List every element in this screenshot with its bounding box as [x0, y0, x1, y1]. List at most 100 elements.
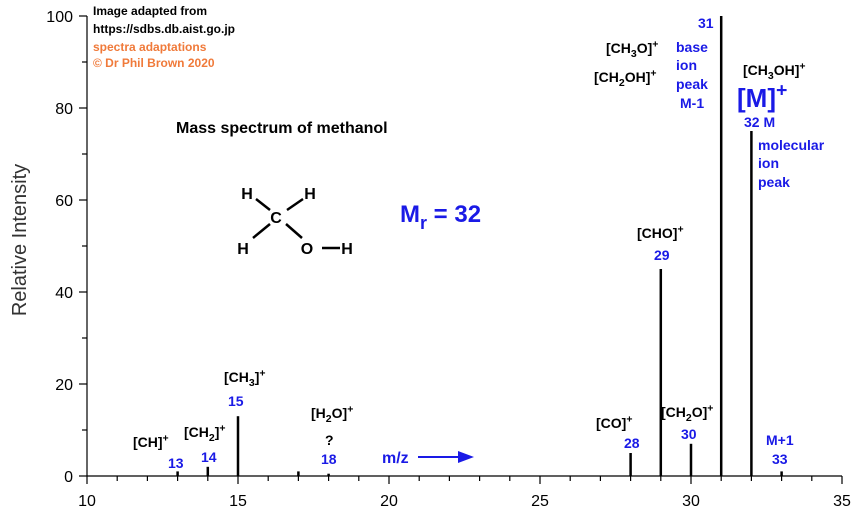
peak: [297, 471, 300, 476]
annotation-run: peak: [758, 174, 790, 190]
y-tick-label: 80: [55, 101, 73, 118]
annotation: [CH2O]+: [661, 402, 713, 424]
annotation-run: OH]: [774, 62, 800, 78]
annotation: https://sdbs.db.aist.go.jp: [93, 22, 235, 36]
annotation-run: +: [347, 403, 353, 415]
peak: [719, 16, 723, 476]
annotation-run: ion: [676, 57, 697, 73]
atom-label: O: [301, 241, 313, 258]
peak: [780, 471, 783, 476]
annotation-run: 32 M: [744, 114, 775, 130]
annotation-run: O]: [692, 404, 708, 420]
annotation: m/z: [382, 450, 409, 467]
atom-label: H: [304, 186, 316, 203]
peak: [689, 443, 693, 476]
annotation: M+1: [766, 432, 794, 448]
annotation: peak: [676, 76, 708, 92]
peak: [176, 471, 179, 476]
annotation: base: [676, 39, 708, 55]
annotation: [CH3OH]+: [743, 60, 806, 82]
annotation: 14: [201, 449, 217, 465]
x-tick-label: 30: [682, 493, 700, 510]
annotation: molecular: [758, 137, 825, 153]
annotation-run: [CHO]: [637, 225, 677, 241]
peak: [629, 453, 632, 476]
peak: [206, 466, 210, 476]
annotation-run: © Dr Phil Brown 2020: [93, 56, 215, 70]
annotation-run: +: [626, 413, 632, 425]
annotation: [CHO]+: [637, 223, 684, 241]
annotation: [M]+: [737, 80, 787, 113]
annotation: M-1: [680, 95, 704, 111]
annotation: 33: [772, 451, 788, 467]
y-axis-label: Relative Intensity: [9, 164, 31, 316]
annotation-run: M-1: [680, 95, 704, 111]
annotation: © Dr Phil Brown 2020: [93, 56, 215, 70]
annotation: Mr = 32: [400, 201, 481, 233]
annotation-run: M+1: [766, 432, 794, 448]
annotation: ion: [758, 155, 779, 171]
annotation: Image adapted from: [93, 4, 207, 18]
annotation-run: r: [420, 213, 427, 233]
annotation: 28: [624, 435, 640, 451]
annotation: [CH]+: [133, 432, 169, 450]
annotation: 18: [321, 451, 337, 467]
annotation-run: molecular: [758, 137, 825, 153]
annotation: [CH2OH]+: [594, 67, 657, 89]
annotation-run: 28: [624, 435, 640, 451]
y-tick-label: 100: [46, 9, 73, 26]
annotation-run: Image adapted from: [93, 4, 207, 18]
annotation-run: = 32: [427, 201, 481, 228]
annotation-run: ]: [255, 369, 260, 385]
annotation-run: base: [676, 39, 708, 55]
x-tick-label: 25: [531, 493, 549, 510]
annotation-run: [CH: [606, 40, 631, 56]
annotation-run: 31: [698, 15, 714, 31]
annotation-run: ]: [215, 424, 220, 440]
annotation-run: +: [677, 223, 683, 235]
annotation: [CO]+: [596, 413, 632, 431]
annotation-run: 3: [249, 377, 255, 389]
annotation-run: +: [707, 402, 713, 414]
annotation-run: 29: [654, 247, 670, 263]
annotation-run: 2: [209, 432, 215, 444]
annotation: 30: [681, 426, 697, 442]
annotation-run: [CH: [743, 62, 768, 78]
annotation-run: 3: [631, 48, 637, 60]
annotation-run: +: [776, 80, 787, 102]
annotation: 31: [698, 15, 714, 31]
bond: [285, 223, 303, 239]
y-tick-label: 20: [55, 377, 73, 394]
annotation: 13: [168, 455, 184, 471]
annotation-run: 3: [768, 70, 774, 82]
bond: [252, 223, 271, 239]
annotation: Mass spectrum of methanol: [176, 120, 388, 137]
annotation-run: +: [799, 60, 805, 72]
annotation-run: M: [400, 201, 420, 228]
annotation-run: +: [219, 422, 225, 434]
annotation-run: ion: [758, 155, 779, 171]
annotation-run: 14: [201, 449, 217, 465]
bond: [286, 197, 304, 212]
annotation: [CH3]+: [224, 367, 266, 389]
annotation-run: [CH: [661, 404, 686, 420]
x-tick-label: 20: [380, 493, 398, 510]
annotation-run: +: [652, 38, 658, 50]
annotation: 29: [654, 247, 670, 263]
annotation: ?: [325, 432, 334, 448]
annotation-run: [M]: [737, 83, 776, 113]
annotation-run: 2: [326, 413, 332, 425]
annotation-run: peak: [676, 76, 708, 92]
peak: [750, 131, 753, 476]
annotation-run: [CO]: [596, 415, 626, 431]
y-tick-label: 40: [55, 285, 73, 302]
atom-label: H: [241, 186, 253, 203]
y-tick-label: 60: [55, 193, 73, 210]
x-tick-label: 35: [833, 493, 851, 510]
peak: [659, 269, 663, 476]
structure-bonds: [252, 197, 340, 250]
annotation-run: +: [259, 367, 265, 379]
x-tick-label: 10: [78, 493, 96, 510]
